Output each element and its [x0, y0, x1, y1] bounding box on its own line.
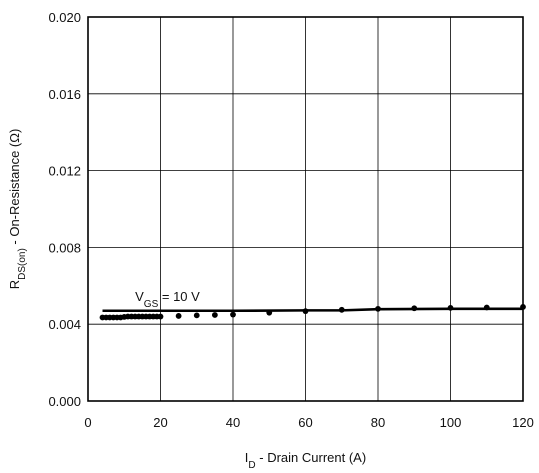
data-point [230, 311, 236, 318]
x-axis-title-rest: - Drain Current (A) [256, 450, 367, 465]
grid [87, 16, 524, 402]
data-point [266, 309, 273, 316]
annotation-rest: = 10 V [158, 289, 200, 304]
y-axis-title-main: R [7, 280, 22, 289]
y-axis-title-rest: - On-Resistance (Ω) [7, 129, 22, 249]
data-point [302, 308, 309, 315]
x-tick-label: 80 [371, 415, 385, 430]
series-points-group [99, 304, 526, 321]
x-tick-label: 0 [84, 415, 91, 430]
y-axis-title-sub: DS(on) [17, 248, 28, 280]
plot-frame [87, 16, 524, 402]
x-axis-title: ID - Drain Current (A) [245, 450, 366, 471]
y-tick-labels: 0.000 0.004 0.008 0.012 0.016 0.020 [48, 10, 81, 409]
data-point [211, 312, 218, 318]
vgs-annotation: VGS = 10 V [135, 289, 200, 310]
data-point [411, 305, 418, 312]
y-tick-label: 0.004 [48, 317, 81, 332]
data-point [193, 312, 200, 319]
y-tick-label: 0.020 [48, 10, 81, 25]
y-tick-label: 0.012 [48, 164, 81, 179]
data-point [483, 304, 490, 311]
x-tick-labels: 0 20 40 60 80 100 120 [84, 415, 533, 430]
x-tick-label: 120 [512, 415, 534, 430]
x-tick-label: 40 [226, 415, 240, 430]
annotation-main: V [135, 289, 144, 304]
y-tick-label: 0.008 [48, 240, 81, 255]
series-line [102, 307, 523, 313]
data-point [175, 313, 182, 319]
series-line-group [102, 307, 523, 313]
y-axis-title: RDS(on) - On-Resistance (Ω) [7, 129, 28, 290]
y-tick-label: 0.000 [48, 394, 81, 409]
data-point [157, 313, 164, 320]
x-tick-label: 60 [298, 415, 312, 430]
x-axis-title-main: I [245, 450, 249, 465]
annotation-sub: GS [144, 299, 159, 310]
data-point [338, 306, 345, 313]
x-axis-title-sub: D [248, 460, 255, 471]
x-tick-label: 100 [440, 415, 462, 430]
x-tick-label: 20 [153, 415, 167, 430]
data-point [447, 304, 454, 311]
y-tick-label: 0.016 [48, 87, 81, 102]
data-point [375, 305, 381, 312]
